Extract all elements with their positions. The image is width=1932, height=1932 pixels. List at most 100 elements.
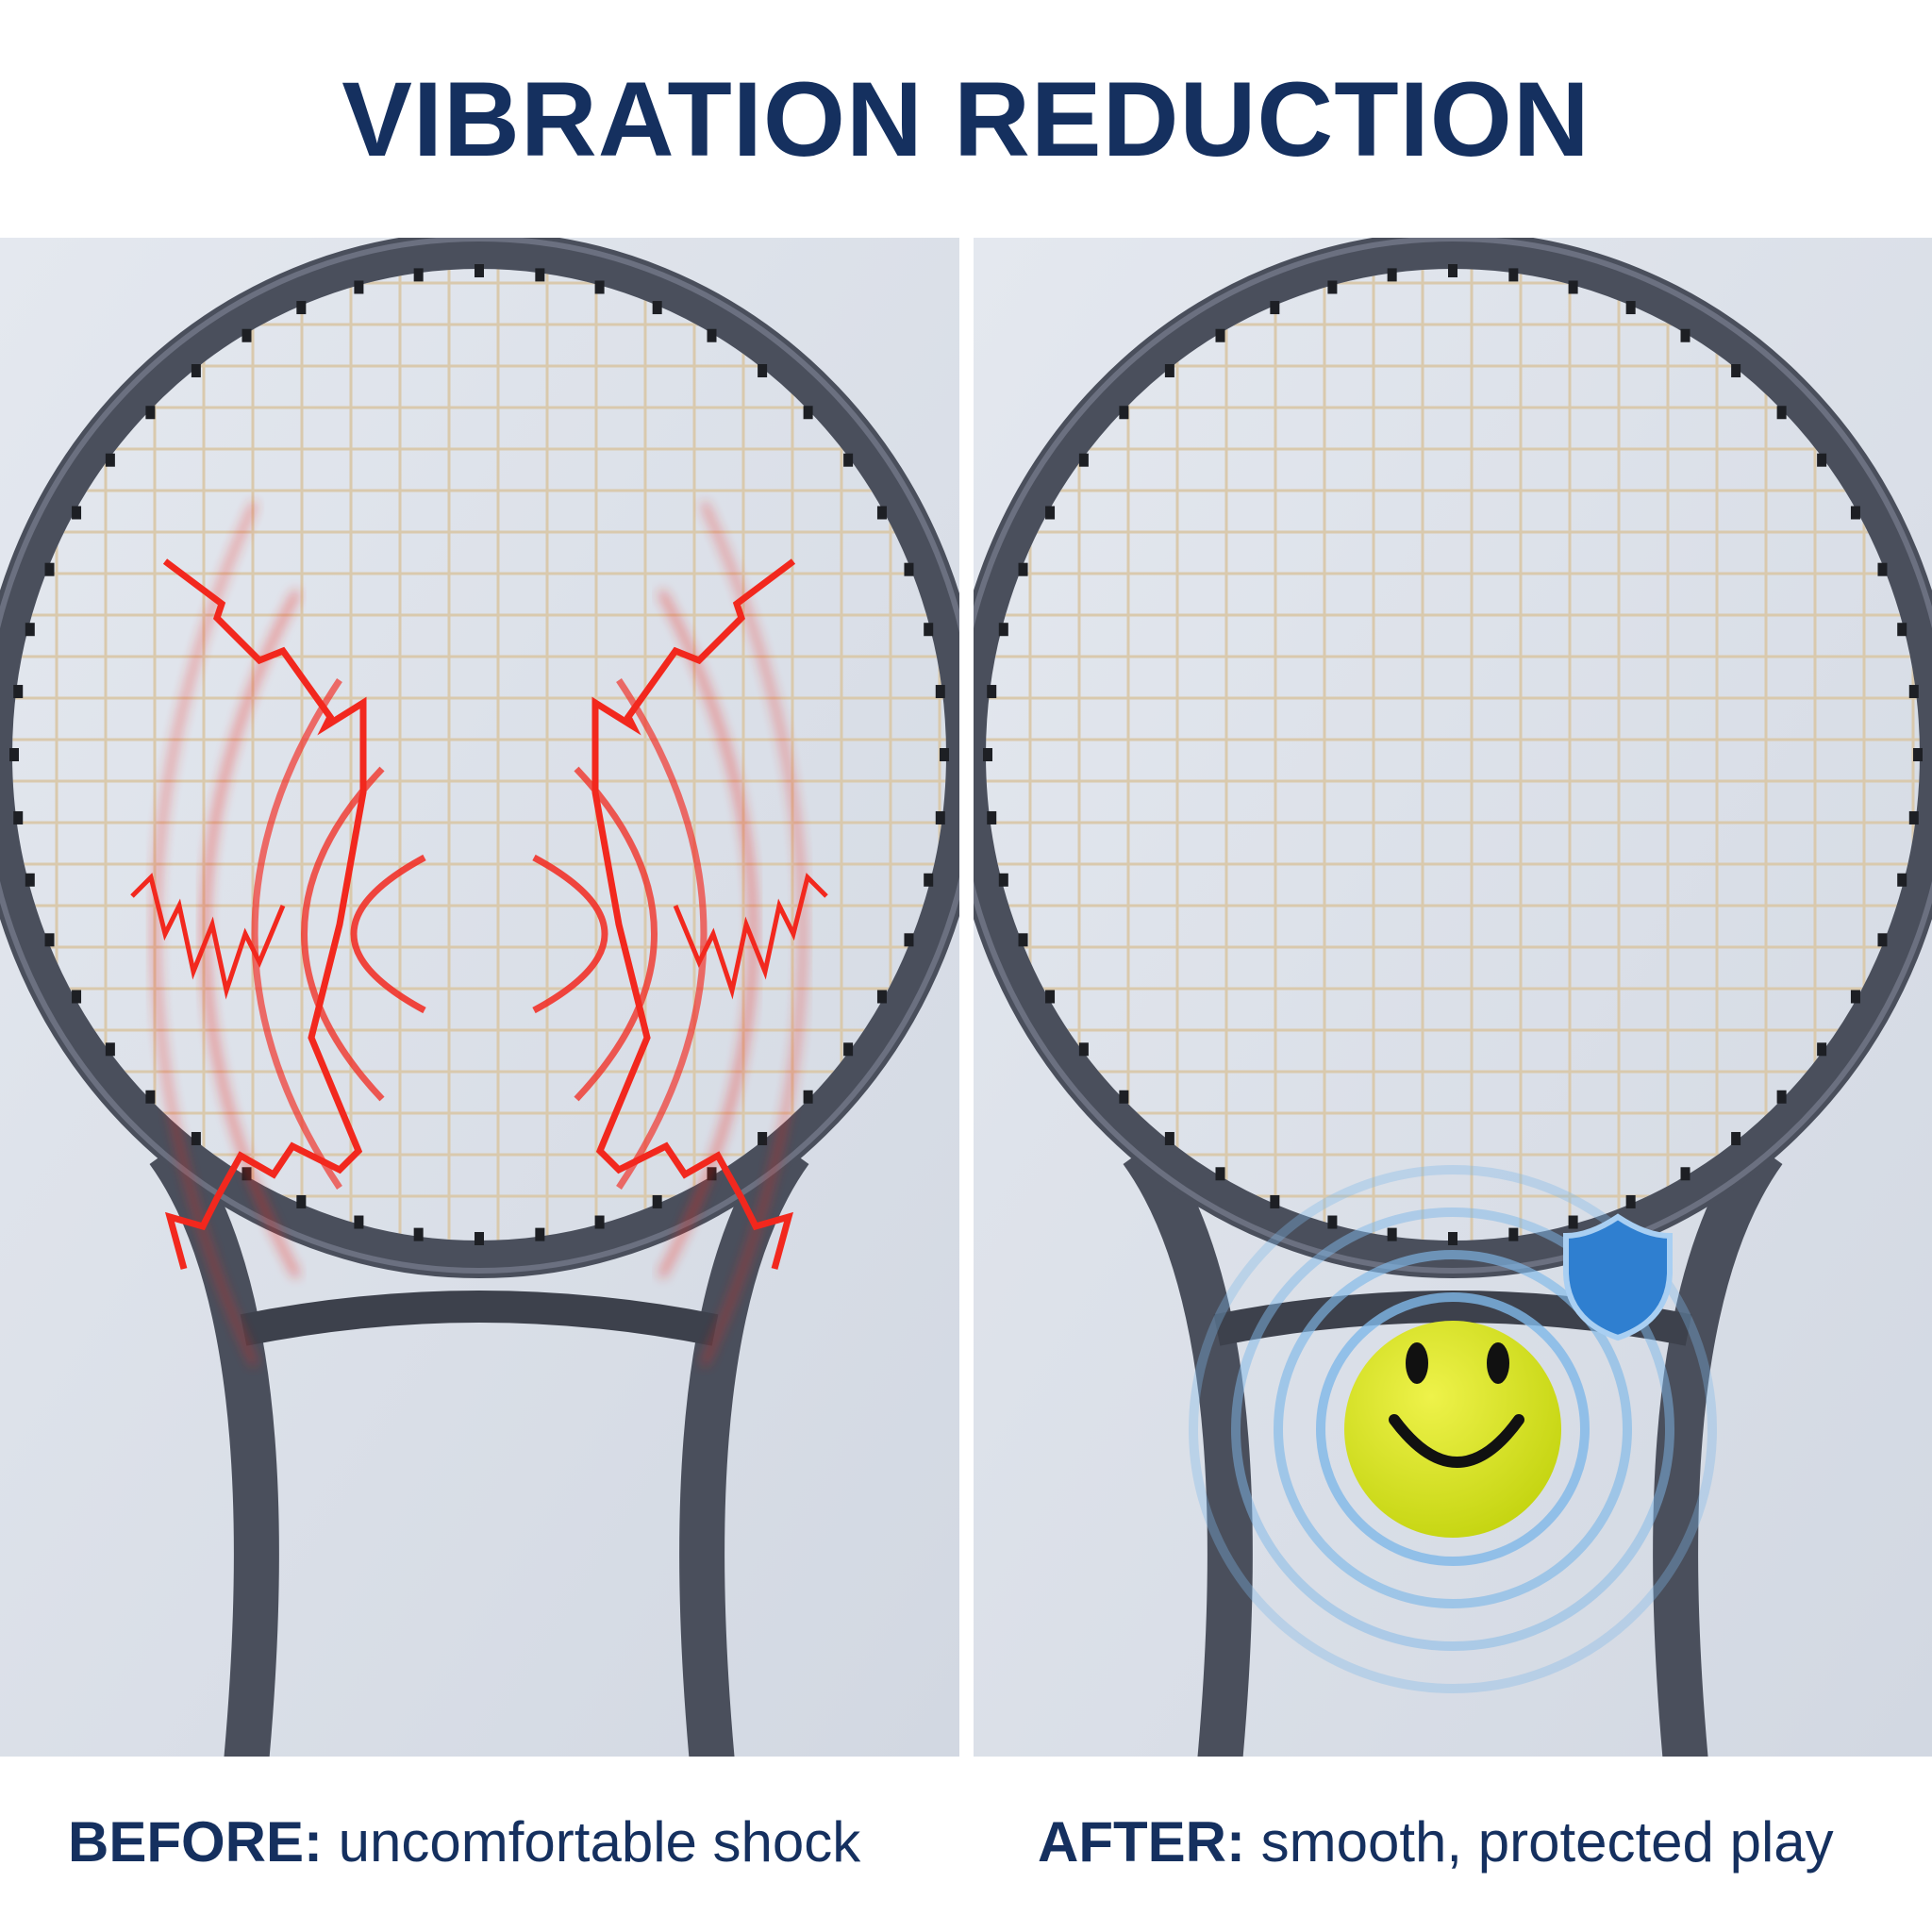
grommet	[72, 990, 82, 1004]
grommet	[1850, 506, 1860, 520]
grommet	[1448, 264, 1457, 277]
grommet	[1164, 1131, 1174, 1145]
grommet	[998, 623, 1008, 637]
grommet	[758, 364, 768, 378]
grommet	[1387, 1227, 1397, 1241]
grommet	[1119, 1090, 1129, 1104]
grommet	[72, 506, 82, 520]
zigzag	[130, 873, 286, 1000]
wave	[574, 766, 658, 1102]
grommet	[1877, 562, 1888, 576]
grommet	[983, 748, 992, 761]
grommet	[803, 1090, 813, 1104]
grommet	[594, 1215, 605, 1229]
grommet	[803, 406, 813, 420]
grommet	[1625, 1194, 1636, 1208]
grommet	[25, 873, 35, 887]
strings	[12, 269, 946, 1241]
grommet	[652, 301, 662, 315]
grommet	[935, 685, 945, 699]
grommet	[1164, 364, 1174, 378]
grommet	[1327, 1215, 1338, 1229]
grommet	[1078, 453, 1089, 467]
grommet	[145, 406, 156, 420]
grommet	[1908, 685, 1919, 699]
caption-text: uncomfortable shock	[338, 1810, 861, 1874]
grommet	[13, 810, 24, 824]
grommet	[1731, 364, 1741, 378]
grommet	[1215, 1167, 1225, 1181]
grommet	[1877, 933, 1888, 947]
grommet	[1568, 1215, 1578, 1229]
grommet	[1018, 933, 1028, 947]
grommet	[876, 506, 887, 520]
grommet	[535, 1227, 545, 1241]
grommet	[145, 1090, 156, 1104]
eye	[1487, 1342, 1509, 1384]
caption-after: AFTER: smooth, protected play	[1038, 1809, 1834, 1874]
frame-highlight	[0, 238, 959, 1274]
grommet	[44, 933, 55, 947]
grommet	[1897, 623, 1907, 637]
grommet	[904, 933, 914, 947]
grommet	[296, 301, 307, 315]
grommet	[1913, 748, 1923, 761]
grommet	[105, 453, 115, 467]
ring	[1274, 1250, 1632, 1608]
grommet	[105, 1042, 115, 1057]
grommet	[25, 623, 35, 637]
grommet	[707, 1167, 717, 1181]
caption-before: BEFORE: uncomfortable shock	[68, 1809, 860, 1874]
dampener	[1189, 1165, 1717, 1693]
racket-after	[974, 238, 1932, 1757]
grommet	[475, 264, 484, 277]
grommet	[1215, 328, 1225, 342]
eye	[1406, 1342, 1428, 1384]
grommet	[44, 562, 55, 576]
grommet	[924, 873, 934, 887]
grommet	[242, 328, 252, 342]
grommet	[1568, 280, 1578, 294]
grommet	[9, 748, 19, 761]
grommet	[475, 1232, 484, 1245]
grommet	[904, 562, 914, 576]
grommet	[1119, 406, 1129, 420]
grommet	[1270, 301, 1280, 315]
grommet	[1680, 328, 1690, 342]
vibration	[130, 501, 828, 1367]
caption-label: BEFORE:	[68, 1810, 323, 1874]
ball	[1344, 1321, 1561, 1538]
grommet	[1850, 990, 1860, 1004]
grommet	[1776, 1090, 1787, 1104]
caption-text: smooth, protected play	[1260, 1810, 1834, 1874]
grommet	[987, 810, 997, 824]
grommet	[413, 1227, 424, 1241]
grommet	[1908, 810, 1919, 824]
grommet	[1078, 1042, 1089, 1057]
racket-before	[0, 238, 959, 1757]
grommet	[1776, 406, 1787, 420]
grommet	[1817, 1042, 1827, 1057]
throat	[149, 1137, 279, 1757]
ring	[1231, 1208, 1674, 1651]
throat	[679, 1137, 809, 1757]
throat	[1653, 1137, 1783, 1757]
grommet	[924, 623, 934, 637]
grommet	[191, 1131, 201, 1145]
panel-before	[0, 238, 959, 1757]
grommet	[1045, 990, 1056, 1004]
grommet	[652, 1194, 662, 1208]
wave	[301, 766, 385, 1102]
grommet	[707, 328, 717, 342]
zigzag	[673, 873, 828, 1000]
grommet	[998, 873, 1008, 887]
grommet	[242, 1167, 252, 1181]
grommet	[535, 268, 545, 282]
frame-highlight	[974, 238, 1932, 1274]
wave	[700, 501, 807, 1367]
smile	[1389, 1414, 1524, 1468]
grommet	[1731, 1131, 1741, 1145]
grommet	[354, 280, 364, 294]
grommet	[940, 748, 949, 761]
grommet	[1045, 506, 1056, 520]
